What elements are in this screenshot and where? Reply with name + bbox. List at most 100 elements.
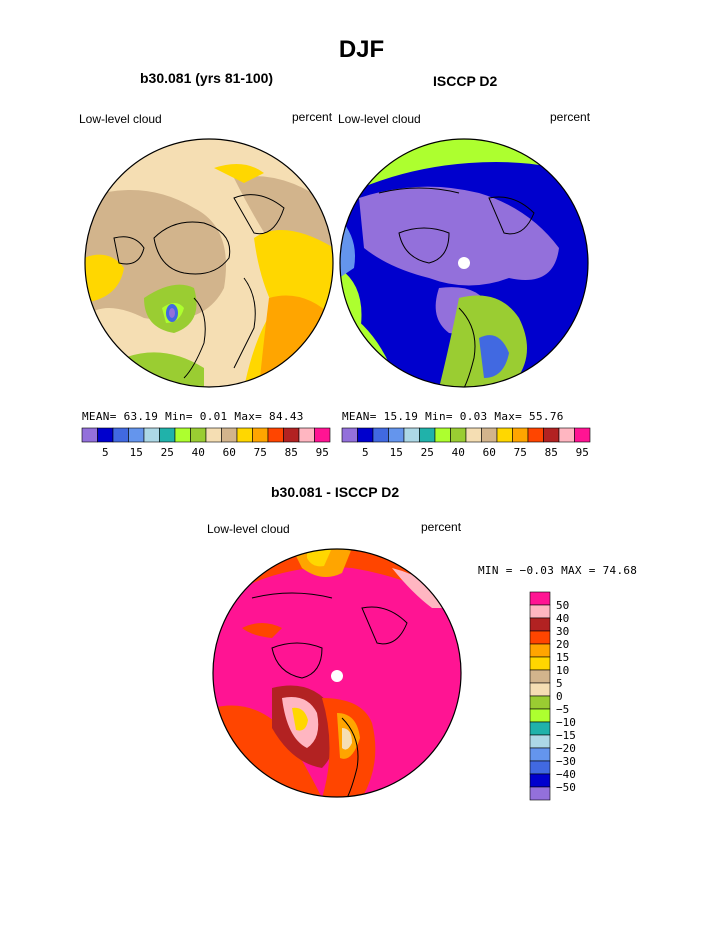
colorbar-swatch xyxy=(529,604,551,619)
panel2-polar-map xyxy=(339,138,589,388)
colorbar-tick-label: 40 xyxy=(556,612,569,625)
colorbar-swatch xyxy=(529,786,551,801)
colorbar-tick-label: −50 xyxy=(556,781,576,794)
colorbar-tick-label: −15 xyxy=(556,729,576,742)
panel1-title: b30.081 (yrs 81-100) xyxy=(140,70,274,86)
panel2-stats: MEAN= 15.19 Min= 0.03 Max= 55.76 xyxy=(342,410,564,423)
colorbar-swatch xyxy=(527,427,544,443)
colorbar-swatch xyxy=(159,427,176,443)
mean-value: 15.19 xyxy=(383,410,419,423)
mean-label: MEAN= xyxy=(342,410,377,423)
colorbar-swatch xyxy=(529,721,551,736)
colorbar-swatch xyxy=(143,427,160,443)
panel1-variable-label: Low-level cloud xyxy=(79,112,162,126)
colorbar-tick-label: −40 xyxy=(556,768,576,781)
colorbar-swatch xyxy=(529,773,551,788)
panel3-polar-map xyxy=(212,548,462,798)
colorbar-swatch xyxy=(221,427,238,443)
colorbar-swatch xyxy=(481,427,498,443)
colorbar-swatch xyxy=(112,427,129,443)
panel3-variable-label: Low-level cloud xyxy=(207,522,290,536)
colorbar-tick-label: 60 xyxy=(223,446,236,459)
colorbar-tick-label: 75 xyxy=(254,446,267,459)
colorbar-swatch xyxy=(190,427,207,443)
colorbar-swatch xyxy=(529,708,551,723)
colorbar-tick-label: 25 xyxy=(161,446,174,459)
max-label: Max= xyxy=(494,410,523,423)
colorbar-tick-label: 5 xyxy=(102,446,109,459)
colorbar-swatch xyxy=(558,427,575,443)
colorbar-swatch xyxy=(529,617,551,632)
colorbar-swatch xyxy=(529,643,551,658)
colorbar-tick-label: 15 xyxy=(556,651,569,664)
colorbar-tick-label: 50 xyxy=(556,599,569,612)
colorbar-tick-label: 60 xyxy=(483,446,496,459)
mean-label: MEAN= xyxy=(82,410,117,423)
colorbar-swatch xyxy=(128,427,145,443)
colorbar-swatch xyxy=(205,427,222,443)
panel1-stats: MEAN= 63.19 Min= 0.01 Max= 84.43 xyxy=(82,410,304,423)
colorbar-tick-label: 15 xyxy=(390,446,403,459)
colorbar-tick-label: 0 xyxy=(556,690,563,703)
colorbar-tick-label: −30 xyxy=(556,755,576,768)
colorbar-tick-label: 95 xyxy=(576,446,589,459)
colorbar-swatch xyxy=(236,427,253,443)
colorbar-swatch xyxy=(341,427,358,443)
colorbar-tick-label: 10 xyxy=(556,664,569,677)
colorbar-swatch xyxy=(529,669,551,684)
min-value: 0.03 xyxy=(459,410,488,423)
colorbar-swatch xyxy=(529,591,551,606)
colorbar-tick-label: 5 xyxy=(556,677,563,690)
min-label: Min= xyxy=(425,410,453,423)
colorbar-tick-label: 95 xyxy=(316,446,329,459)
colorbar-tick-label: 85 xyxy=(545,446,558,459)
colorbar-tick-label: 40 xyxy=(192,446,205,459)
panel1-units-label: percent xyxy=(292,110,333,124)
colorbar-swatch xyxy=(529,656,551,671)
mean-value: 63.19 xyxy=(123,410,159,423)
panel2-units-label: percent xyxy=(550,110,591,124)
colorbar-swatch xyxy=(434,427,451,443)
max-value: 84.43 xyxy=(269,410,304,423)
panel2-colorbar: 5 15 25 40 60 75 85 95 xyxy=(341,427,591,459)
colorbar-tick-label: 5 xyxy=(362,446,369,459)
panel1-polar-map xyxy=(84,138,334,388)
panel1-colorbar: 5 15 25 40 60 75 85 95 xyxy=(81,427,331,459)
panel3-minmax: MIN = −0.03 MAX = 74.68 xyxy=(478,564,638,577)
colorbar-swatch xyxy=(283,427,300,443)
colorbar-swatch xyxy=(314,427,331,443)
colorbar-swatch xyxy=(529,682,551,697)
colorbar-tick-label: 40 xyxy=(452,446,465,459)
colorbar-swatch xyxy=(450,427,467,443)
colorbar-swatch xyxy=(529,747,551,762)
colorbar-swatch xyxy=(174,427,191,443)
colorbar-tick-label: −10 xyxy=(556,716,576,729)
max-label: Max= xyxy=(234,410,263,423)
colorbar-swatch xyxy=(403,427,420,443)
panel2-variable-label: Low-level cloud xyxy=(338,112,421,126)
colorbar-swatch xyxy=(529,695,551,710)
colorbar-tick-label: 15 xyxy=(130,446,143,459)
colorbar-tick-label: 75 xyxy=(514,446,527,459)
panel3-title: b30.081 - ISCCP D2 xyxy=(271,484,400,500)
colorbar-swatch xyxy=(529,734,551,749)
colorbar-swatch xyxy=(512,427,529,443)
colorbar-swatch xyxy=(97,427,114,443)
colorbar-swatch xyxy=(298,427,315,443)
colorbar-swatch xyxy=(357,427,374,443)
colorbar-swatch xyxy=(465,427,482,443)
min-value: 0.01 xyxy=(199,410,228,423)
figure-title: DJF xyxy=(338,36,385,63)
max-value: 55.76 xyxy=(529,410,564,423)
colorbar-swatch xyxy=(419,427,436,443)
colorbar-tick-label: 30 xyxy=(556,625,569,638)
colorbar-tick-label: 25 xyxy=(421,446,434,459)
colorbar-swatch xyxy=(81,427,98,443)
min-label: Min= xyxy=(165,410,193,423)
colorbar-swatch xyxy=(529,630,551,645)
colorbar-swatch xyxy=(388,427,405,443)
colorbar-tick-label: −5 xyxy=(556,703,569,716)
colorbar-tick-label: 85 xyxy=(285,446,298,459)
colorbar-swatch xyxy=(496,427,513,443)
